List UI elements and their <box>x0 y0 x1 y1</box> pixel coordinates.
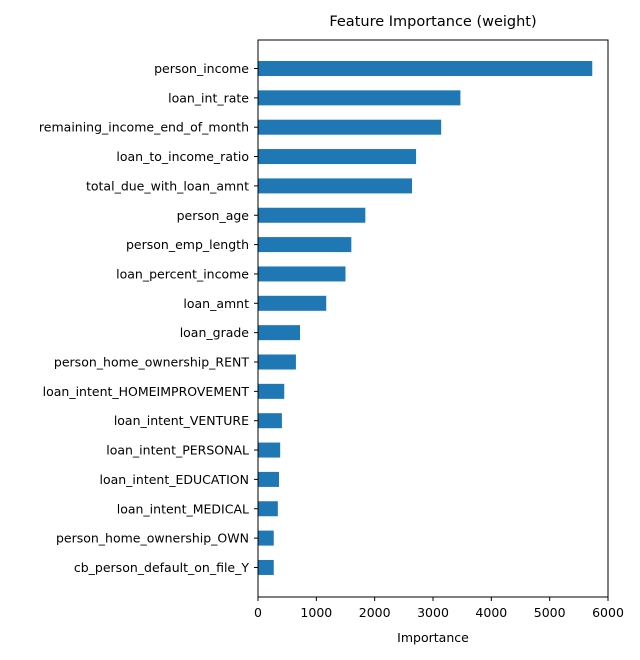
bar-cb_person_default_on_file_Y <box>258 559 274 575</box>
x-ticks: 0 1000 2000 3000 4000 5000 6000 <box>254 597 624 620</box>
y-tick-label: person_home_ownership_OWN <box>56 531 249 546</box>
x-tick-label: 4000 <box>475 605 507 620</box>
bar-loan_intent_EDUCATION <box>258 471 279 487</box>
x-tick-label: 6000 <box>592 605 624 620</box>
y-tick-label: loan_intent_VENTURE <box>114 413 249 428</box>
y-tick-label: loan_intent_MEDICAL <box>117 501 249 516</box>
bar-person_age <box>258 207 366 223</box>
x-tick-label: 2000 <box>359 605 391 620</box>
y-tick-label: loan_int_rate <box>168 90 249 105</box>
y-tick-label: person_home_ownership_RENT <box>54 355 249 370</box>
bar-loan_grade <box>258 325 300 341</box>
x-tick-label: 1000 <box>300 605 332 620</box>
bar-loan_intent_HOMEIMPROVEMENT <box>258 383 285 399</box>
axes-frame <box>257 39 609 598</box>
y-tick-label: loan_intent_PERSONAL <box>106 443 249 458</box>
x-tick-label: 5000 <box>534 605 566 620</box>
bar-loan_intent_VENTURE <box>258 413 282 429</box>
bar-loan_intent_MEDICAL <box>258 501 278 517</box>
bar-person_income <box>258 61 593 76</box>
y-tick-label: loan_intent_HOMEIMPROVEMENT <box>43 384 250 399</box>
bar-loan_intent_PERSONAL <box>258 442 281 458</box>
y-tick-labels: person_income loan_int_rate remaining_inco… <box>39 61 258 575</box>
y-tick-label: person_emp_length <box>126 237 249 252</box>
y-tick-label: loan_to_income_ratio <box>116 149 249 164</box>
chart-title: Feature Importance (weight) <box>329 14 536 30</box>
x-axis-label: Importance <box>397 630 469 645</box>
bar-loan_percent_income <box>258 266 346 282</box>
bars-group <box>258 61 593 575</box>
bar-loan_amnt <box>258 295 327 311</box>
y-tick-label: total_due_with_loan_amnt <box>86 178 249 193</box>
bar-person_home_ownership_OWN <box>258 530 274 546</box>
y-tick-label: cb_person_default_on_file_Y <box>74 560 249 575</box>
bar-person_home_ownership_RENT <box>258 354 296 370</box>
y-tick-label: loan_amnt <box>183 296 249 311</box>
y-tick-label: loan_intent_EDUCATION <box>99 472 249 487</box>
x-tick-label: 0 <box>254 605 262 620</box>
y-tick-label: person_age <box>177 208 250 223</box>
y-tick-label: loan_grade <box>180 325 250 340</box>
y-tick-label: loan_percent_income <box>116 266 249 281</box>
bar-person_emp_length <box>258 237 352 253</box>
x-tick-label: 3000 <box>417 605 449 620</box>
y-tick-label: person_income <box>154 61 249 76</box>
bar-loan_to_income_ratio <box>258 149 417 165</box>
bar-total_due_with_loan_amnt <box>258 178 412 194</box>
bar-loan_int_rate <box>258 90 461 106</box>
bar-remaining_income_end_of_month <box>258 119 442 135</box>
y-tick-label: remaining_income_end_of_month <box>39 120 249 135</box>
